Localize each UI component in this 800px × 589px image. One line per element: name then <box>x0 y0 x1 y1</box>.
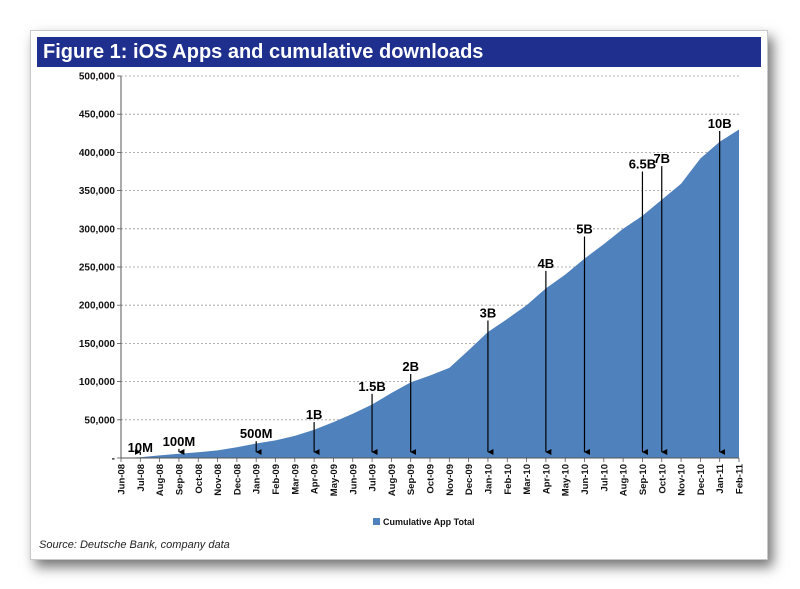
y-tick-label: 100,000 <box>79 377 116 388</box>
x-tick-label: Sep-08 <box>174 464 185 495</box>
annotation-label: 1.5B <box>358 379 385 394</box>
x-tick-label: Feb-11 <box>735 463 746 494</box>
x-tick-label: Aug-08 <box>155 464 166 496</box>
x-tick-label: Feb-09 <box>271 464 282 495</box>
y-tick-label: 350,000 <box>79 186 116 197</box>
area-chart: - 50,000 100,000 150,000 200,000 250,000 300,0… <box>79 72 746 528</box>
y-tick-label: 450,000 <box>79 110 116 121</box>
x-tick-label: May-09 <box>329 464 340 496</box>
x-tick-label: Aug-09 <box>387 464 398 496</box>
series-area-cumulative-app-total <box>121 129 739 458</box>
x-tick-label: Feb-10 <box>503 464 514 495</box>
y-tick-label: 250,000 <box>79 263 116 274</box>
annotation-label: 5B <box>576 221 593 236</box>
x-tick-label: May-10 <box>561 464 572 496</box>
x-tick-label: Mar-09 <box>290 464 301 495</box>
figure-title: Figure 1: iOS Apps and cumulative downlo… <box>37 37 761 67</box>
x-tick-label: Oct-08 <box>194 464 205 494</box>
x-tick-label: Jun-08 <box>117 464 128 495</box>
x-tick-label: Apr-09 <box>310 464 321 494</box>
x-tick-label: Jun-10 <box>580 464 591 495</box>
x-tick-label: Dec-08 <box>232 464 243 495</box>
x-tick-label: Nov-09 <box>445 464 456 496</box>
annotation-label: 3B <box>480 305 497 320</box>
x-tick-label: Nov-10 <box>677 464 688 496</box>
annotation-label: 7B <box>653 151 670 166</box>
x-tick-label: Oct-10 <box>657 464 668 494</box>
annotation-label: 10M <box>128 440 153 455</box>
x-tick-label: Apr-10 <box>541 464 552 494</box>
x-tick-label: Jul-10 <box>599 464 610 491</box>
annotation-label: 6.5B <box>629 157 656 172</box>
x-tick-label: Sep-10 <box>638 464 649 495</box>
source-note: Source: Deutsche Bank, company data <box>39 539 230 551</box>
annotation-label: 500M <box>240 426 273 441</box>
annotation-label: 2B <box>402 359 419 374</box>
y-tick-label: - <box>112 454 115 465</box>
x-tick-label: Jan-10 <box>483 464 494 494</box>
figure-card: Figure 1: iOS Apps and cumulative downlo… <box>30 30 768 560</box>
x-tick-label: Jan-09 <box>252 464 263 494</box>
x-tick-label: Aug-10 <box>619 464 630 496</box>
y-tick-label: 200,000 <box>79 301 116 312</box>
y-tick-label: 400,000 <box>79 148 116 159</box>
x-tick-label: Jan-11 <box>715 463 726 493</box>
annotation-label: 10B <box>708 116 732 131</box>
x-tick-label: Mar-10 <box>522 464 533 495</box>
legend: Cumulative App Total <box>373 517 475 527</box>
x-tick-label: Dec-09 <box>464 464 475 495</box>
annotation-label: 100M <box>163 434 196 449</box>
x-tick-label: Jul-09 <box>368 464 379 491</box>
legend-label: Cumulative App Total <box>383 517 475 527</box>
y-tick-label: 300,000 <box>79 224 116 235</box>
annotation-label: 4B <box>538 256 555 271</box>
x-tick-label: Dec-10 <box>696 464 707 495</box>
y-tick-label: 500,000 <box>79 72 116 83</box>
y-tick-label: 150,000 <box>79 339 116 350</box>
x-tick-label: Jul-08 <box>136 464 147 491</box>
axes: - 50,000 100,000 150,000 200,000 250,000 300,0… <box>79 72 746 497</box>
x-tick-label: Sep-09 <box>406 464 417 495</box>
annotation-label: 1B <box>306 407 323 422</box>
y-tick-label: 50,000 <box>84 415 115 426</box>
legend-swatch <box>373 518 380 525</box>
x-tick-label: Nov-08 <box>213 464 224 496</box>
x-tick-label: Jun-09 <box>348 464 359 495</box>
x-tick-label: Oct-09 <box>426 464 437 494</box>
